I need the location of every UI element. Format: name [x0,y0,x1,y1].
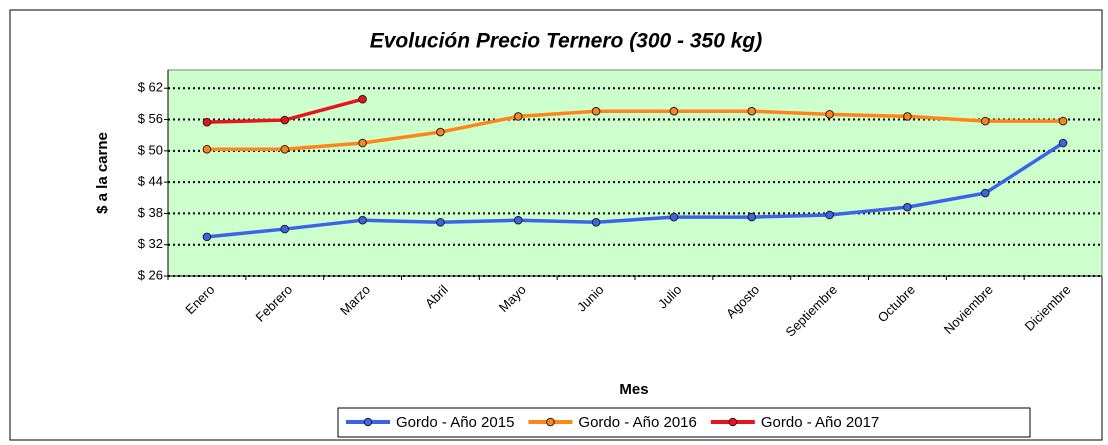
data-point [669,106,679,116]
data-point [591,106,601,116]
data-point [202,232,212,242]
legend-marker [546,417,555,427]
data-point [747,212,757,222]
data-point [202,144,212,154]
data-point [280,144,290,154]
data-point [1058,138,1068,148]
data-point [1058,116,1068,126]
series-line [206,109,1064,152]
legend-marker [363,417,373,427]
legend-label: Gordo - Año 2016 [578,414,696,431]
y-tick-label: $ 32 [138,236,163,251]
data-point [280,224,290,234]
data-point [513,112,523,121]
data-point [980,188,990,198]
data-point [747,106,757,116]
y-tick-label: $ 62 [138,80,163,95]
x-axis-title: Mes [619,381,648,398]
data-point [903,112,912,121]
data-point [825,110,834,119]
legend-label: Gordo - Año 2015 [396,414,514,431]
data-point [980,116,990,126]
data-point [669,212,679,222]
data-point [436,127,445,137]
plot-area [167,69,1103,277]
data-point [591,217,601,227]
data-point [280,115,290,125]
data-point [513,215,523,225]
series-line [206,141,1065,239]
y-tick-label: $ 56 [138,111,163,126]
data-point [358,94,367,104]
y-tick-label: $ 44 [138,174,163,189]
legend-marker [728,417,738,427]
legend-box [337,407,1031,438]
y-axis-title: $ a la carne [94,132,111,214]
y-tick-label: $ 38 [138,205,163,220]
data-point [436,217,445,227]
data-point [903,202,912,212]
y-tick-label: $ 50 [138,142,163,157]
legend-label: Gordo - Año 2017 [761,414,879,431]
data-point [358,138,367,148]
chart-title: Evolución Precio Ternero (300 - 350 kg) [370,30,763,53]
data-point [825,210,834,220]
data-point [202,117,212,127]
data-point [358,215,367,225]
y-tick-label: $ 26 [138,267,163,282]
